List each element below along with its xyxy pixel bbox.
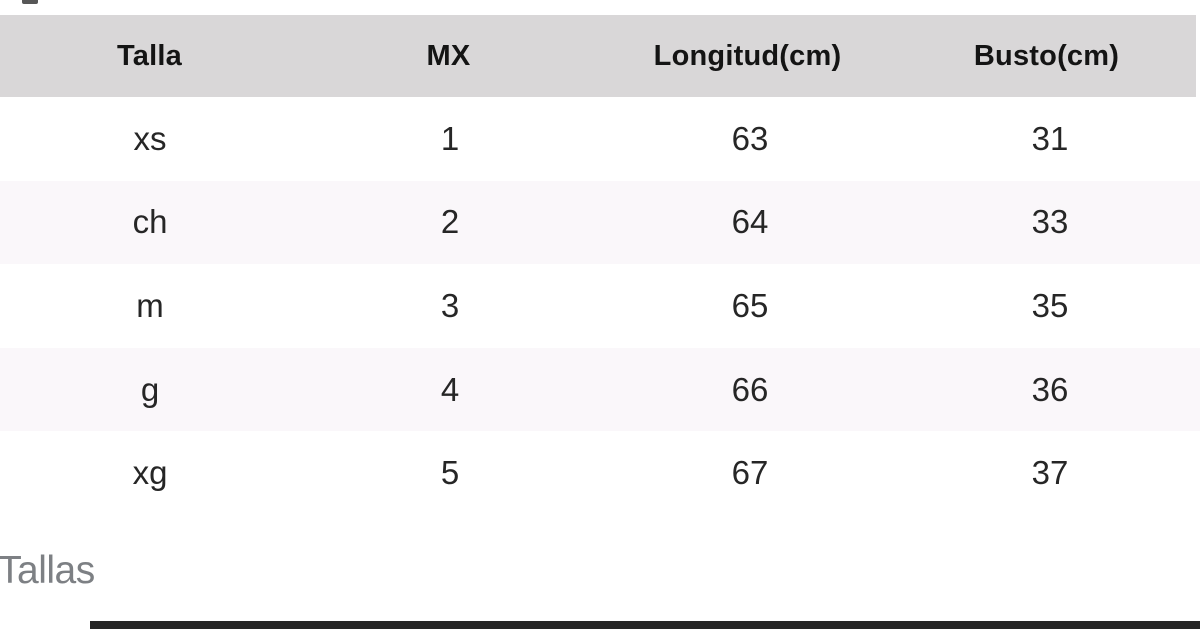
cell-talla: ch: [132, 203, 168, 241]
table-row-g: g 4 66 36: [0, 347, 1200, 432]
table-row-xg: xg 5 67 37: [0, 431, 1200, 515]
table-row-m: m 3 65 35: [0, 264, 1200, 348]
cell-mx: 2: [440, 203, 460, 241]
cell-busto: 31: [1031, 119, 1069, 157]
cell-mx: 5: [440, 454, 460, 492]
cell-talla: xs: [133, 119, 167, 157]
cell-mx: 3: [440, 286, 460, 324]
cell-longitud: 65: [731, 286, 769, 324]
table-row-xs: xs 1 63 31: [0, 97, 1200, 181]
cell-longitud: 64: [731, 203, 769, 241]
cell-mx: 4: [440, 370, 460, 408]
column-header-busto: Busto(cm): [973, 39, 1120, 72]
cell-busto: 37: [1031, 454, 1069, 492]
cell-talla: g: [140, 370, 160, 408]
table-row-ch: ch 2 64 33: [0, 180, 1200, 265]
column-header-longitud: Longitud(cm): [653, 39, 842, 72]
cell-talla: xg: [132, 454, 168, 492]
caption-tallas: Tallas: [0, 549, 95, 592]
cell-longitud: 63: [731, 119, 769, 157]
cell-longitud: 66: [731, 370, 769, 408]
column-header-mx: MX: [426, 39, 471, 72]
column-header-talla: Talla: [117, 39, 182, 72]
video-progress-bar[interactable]: [90, 621, 1200, 629]
cell-longitud: 67: [731, 454, 769, 492]
player-artifact-mark: [22, 0, 38, 4]
cell-busto: 35: [1031, 286, 1069, 324]
cell-mx: 1: [440, 119, 460, 157]
cell-busto: 36: [1031, 370, 1069, 408]
cell-talla: m: [136, 286, 164, 324]
size-chart-table: Talla MX Longitud(cm) Busto(cm) xs 1 63 …: [0, 15, 1200, 515]
cell-busto: 33: [1031, 203, 1069, 241]
table-header-row: Talla MX Longitud(cm) Busto(cm): [0, 15, 1196, 97]
